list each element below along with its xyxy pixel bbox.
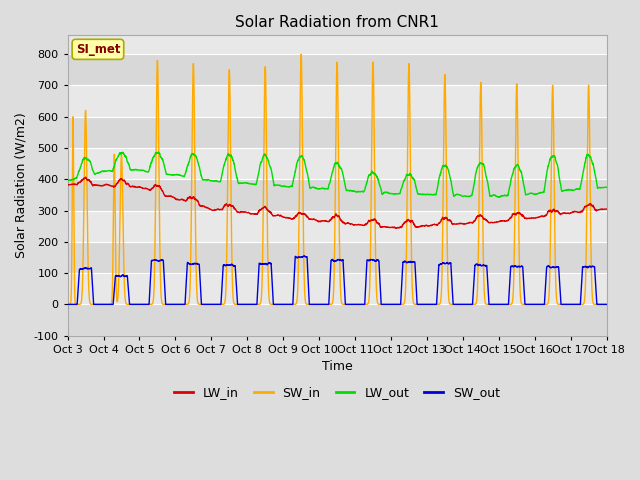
SW_out	[300, 253, 308, 259]
LW_in	[458, 221, 466, 227]
LW_out	[428, 192, 436, 198]
Bar	[68, 148, 607, 179]
SW_in	[603, 301, 611, 307]
SW_in	[92, 301, 99, 307]
LW_out	[64, 178, 72, 184]
Line: LW_in: LW_in	[68, 177, 607, 228]
Line: SW_in: SW_in	[68, 54, 607, 304]
LW_in	[161, 192, 168, 198]
Y-axis label: Solar Radiation (W/m2): Solar Radiation (W/m2)	[15, 113, 28, 258]
Bar	[68, 304, 607, 336]
SW_in	[64, 301, 72, 307]
Bar	[68, 211, 607, 242]
Bar	[68, 54, 607, 85]
Bar	[68, 242, 607, 273]
Title: Solar Radiation from CNR1: Solar Radiation from CNR1	[235, 15, 439, 30]
LW_in	[489, 220, 497, 226]
SW_in	[489, 301, 497, 307]
LW_out	[154, 149, 162, 155]
LW_in	[317, 218, 324, 224]
SW_in	[298, 51, 305, 57]
LW_out	[603, 184, 611, 190]
Line: SW_out: SW_out	[68, 256, 607, 304]
LW_out	[161, 164, 168, 170]
SW_out	[64, 301, 72, 307]
Legend: LW_in, SW_in, LW_out, SW_out: LW_in, SW_in, LW_out, SW_out	[169, 382, 505, 405]
Text: SI_met: SI_met	[76, 43, 120, 56]
SW_out	[317, 301, 324, 307]
SW_in	[317, 301, 325, 307]
Bar	[68, 85, 607, 117]
Line: LW_out: LW_out	[68, 152, 607, 197]
LW_out	[496, 194, 504, 200]
SW_out	[603, 301, 611, 307]
Bar	[68, 273, 607, 304]
LW_in	[428, 222, 436, 228]
SW_in	[428, 301, 436, 307]
X-axis label: Time: Time	[322, 360, 353, 373]
LW_in	[603, 206, 611, 212]
LW_out	[458, 193, 466, 199]
Bar	[68, 179, 607, 211]
LW_out	[602, 184, 610, 190]
LW_in	[82, 174, 90, 180]
SW_out	[428, 301, 436, 307]
LW_in	[602, 206, 610, 212]
SW_out	[602, 301, 610, 307]
Bar	[68, 117, 607, 148]
LW_out	[488, 193, 496, 199]
SW_out	[488, 301, 496, 307]
LW_out	[317, 186, 324, 192]
SW_out	[458, 301, 466, 307]
SW_in	[602, 301, 610, 307]
LW_in	[64, 181, 72, 187]
SW_in	[458, 301, 466, 307]
SW_in	[161, 301, 168, 307]
LW_in	[392, 225, 399, 231]
SW_out	[161, 280, 168, 286]
